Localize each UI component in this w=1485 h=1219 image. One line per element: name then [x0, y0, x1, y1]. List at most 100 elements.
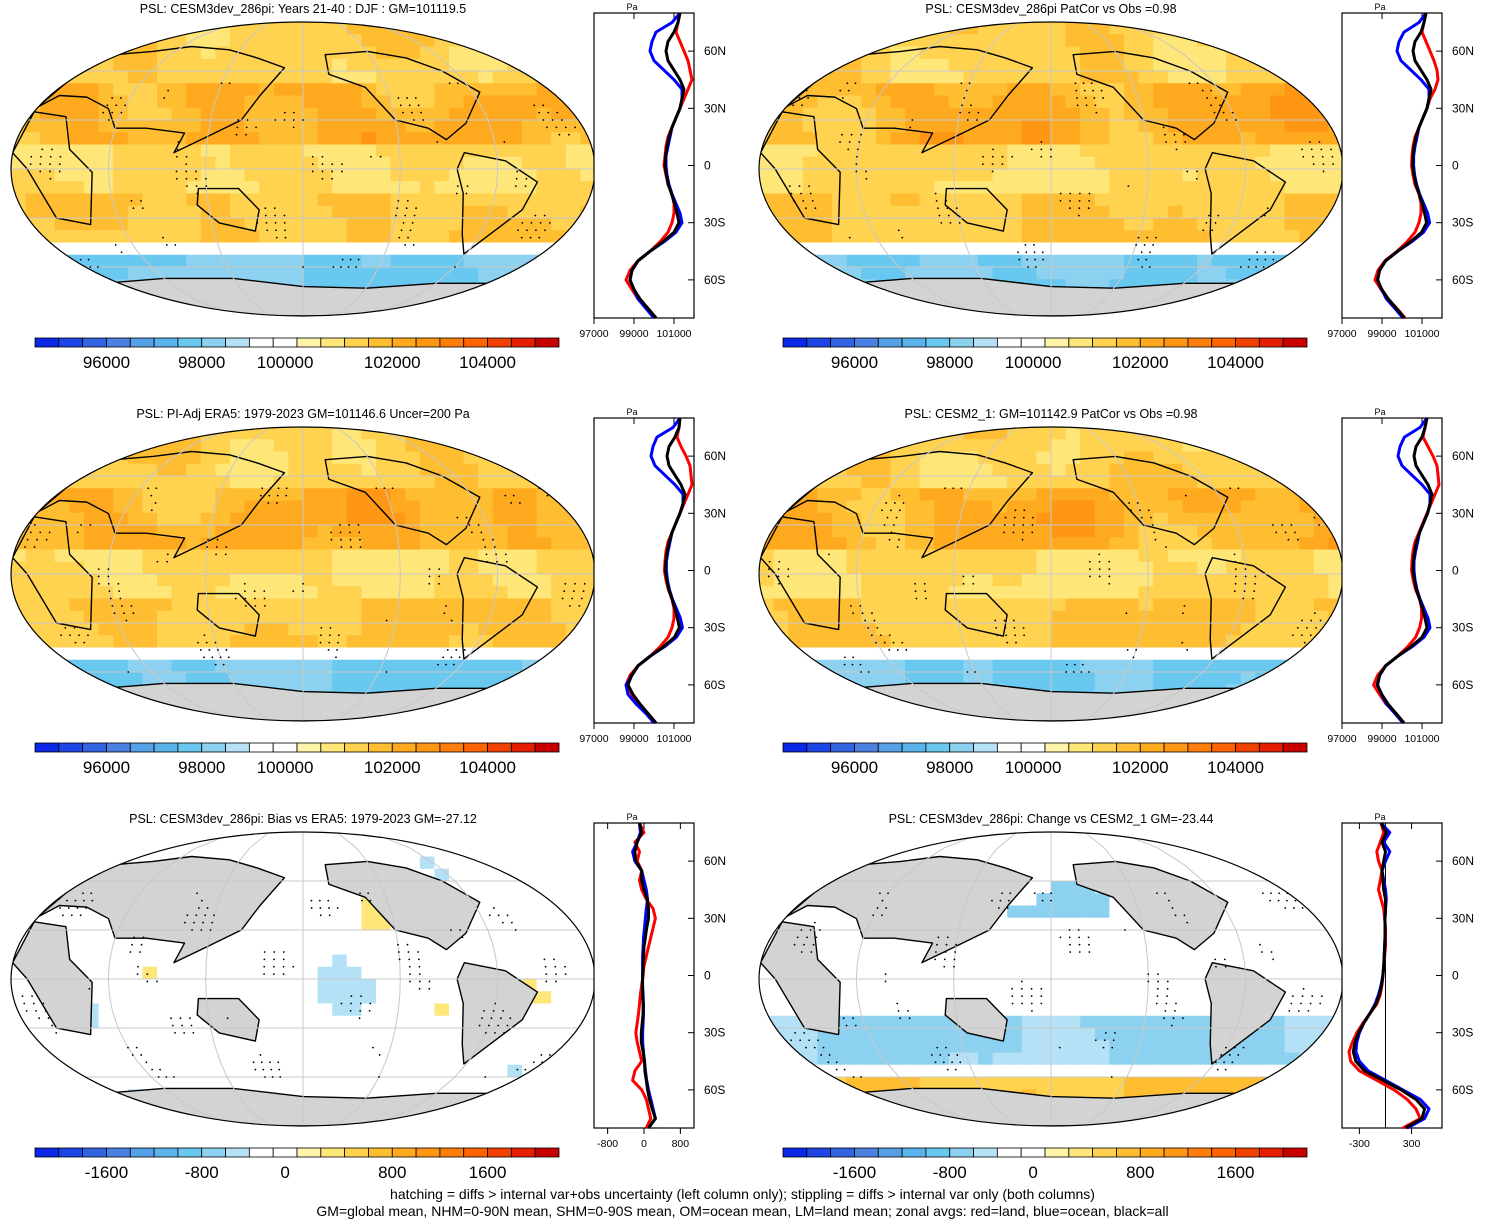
colorbar-swatch [950, 743, 974, 752]
colorbar-swatch [249, 743, 273, 752]
colorbar-tick-label: 102000 [364, 353, 421, 372]
colorbar-swatch [178, 743, 202, 752]
profile-y-tick-label: 30S [1452, 1026, 1473, 1040]
colorbar-swatch [35, 743, 59, 752]
profile-y-tick-label: 0 [1452, 969, 1459, 983]
colorbar-swatch [59, 743, 83, 752]
colorbar-tick-label: 800 [378, 1163, 406, 1182]
profile-y-tick-label: 60S [704, 1083, 725, 1097]
colorbar-tick-label: -1600 [85, 1163, 128, 1182]
colorbar-swatch [1069, 1148, 1093, 1157]
colorbar-swatch [974, 743, 998, 752]
colorbar-swatch [902, 1148, 926, 1157]
profile-x-tick-label: 99000 [1367, 733, 1396, 745]
colorbar-swatch [321, 743, 345, 752]
colorbar-swatch [783, 743, 807, 752]
colorbar-swatch [154, 338, 178, 347]
colorbar-swatch [1259, 743, 1283, 752]
colorbar-swatch [35, 338, 59, 347]
colorbar-swatch [368, 743, 392, 752]
colorbar-swatch [273, 743, 297, 752]
profile-unit: Pa [626, 2, 637, 12]
colorbar-swatch [130, 1148, 154, 1157]
colorbar-swatch [783, 338, 807, 347]
colorbar-swatch [1259, 338, 1283, 347]
colorbar-swatch [1093, 1148, 1117, 1157]
colorbar-tick-label: 0 [1028, 1163, 1037, 1182]
colorbar-swatch [35, 1148, 59, 1157]
profile-y-tick-label: 30N [1452, 506, 1474, 520]
colorbar-swatch [297, 1148, 321, 1157]
colorbar-swatch [831, 338, 855, 347]
colorbar-swatch [416, 338, 440, 347]
colorbar-swatch [1069, 338, 1093, 347]
profile-x-tick-label: -300 [1349, 1138, 1370, 1150]
colorbar-swatch [783, 1148, 807, 1157]
colorbar-swatch [392, 338, 416, 347]
colorbar-swatch [511, 743, 535, 752]
colorbar-swatch [202, 1148, 226, 1157]
colorbar-swatch [1116, 338, 1140, 347]
colorbar-tick-label: 104000 [1207, 758, 1264, 777]
profile-x-tick-label: 101000 [656, 733, 691, 745]
profile-y-tick-label: 30N [1452, 911, 1474, 925]
profile-y-tick-label: 60S [1452, 678, 1473, 692]
colorbar-tick-label: 100000 [257, 353, 314, 372]
colorbar-tick-label: 100000 [1005, 758, 1062, 777]
colorbar-tick-label: 0 [280, 1163, 289, 1182]
footer-line-2: GM=global mean, NHM=0-90N mean, SHM=0-90… [0, 1203, 1485, 1219]
profile-x-tick-label: 99000 [619, 733, 648, 745]
colorbar-swatch [464, 1148, 488, 1157]
colorbar-swatch [130, 338, 154, 347]
colorbar-tick-label: 96000 [831, 758, 878, 777]
colorbar-swatch [226, 1148, 250, 1157]
profile-x-tick-label: 300 [1403, 1138, 1421, 1150]
profile-x-tick-label: 99000 [619, 328, 648, 340]
colorbar-tick-label: 1600 [469, 1163, 507, 1182]
colorbar-swatch [83, 338, 107, 347]
colorbar-swatch [854, 338, 878, 347]
colorbar-swatch [1164, 338, 1188, 347]
colorbar-swatch [83, 1148, 107, 1157]
colorbar-tick-label: 104000 [459, 758, 516, 777]
colorbar-swatch [178, 338, 202, 347]
profile-unit: Pa [626, 407, 637, 417]
profile-y-tick-label: 0 [704, 969, 711, 983]
colorbar-swatch [1188, 1148, 1212, 1157]
colorbar-tick-label: 104000 [1207, 353, 1264, 372]
profile-x-tick-label: -800 [597, 1138, 618, 1150]
colorbar-swatch [1188, 338, 1212, 347]
profile-x-tick-label: 101000 [656, 328, 691, 340]
panel-title: PSL: CESM3dev_286pi: Bias vs ERA5: 1979-… [129, 812, 477, 826]
colorbar-swatch [950, 338, 974, 347]
profile-unit: Pa [1374, 407, 1385, 417]
map-panel-2: PSL: CESM3dev_286pi PatCor vs Obs =0.98 [759, 2, 1344, 317]
map-panel-3: PSL: PI-Adj ERA5: 1979-2023 GM=101146.6 … [11, 407, 596, 722]
colorbar-swatch [440, 743, 464, 752]
colorbar-tick-label: 100000 [1005, 353, 1062, 372]
colorbar-swatch [1093, 338, 1117, 347]
colorbar-swatch [997, 1148, 1021, 1157]
colorbar-swatch [226, 743, 250, 752]
colorbar-swatch [368, 1148, 392, 1157]
colorbar-swatch [488, 338, 512, 347]
colorbar-swatch [878, 338, 902, 347]
colorbar-swatch [926, 743, 950, 752]
colorbar-swatch [416, 743, 440, 752]
colorbar-swatch [926, 1148, 950, 1157]
colorbar-swatch [950, 1148, 974, 1157]
profile-y-tick-label: 0 [704, 159, 711, 173]
panel-title: PSL: CESM3dev_286pi: Change vs CESM2_1 G… [889, 812, 1214, 826]
colorbar-swatch [202, 338, 226, 347]
panel-title: PSL: CESM3dev_286pi: Years 21-40 : DJF :… [140, 2, 467, 16]
colorbar-swatch [511, 338, 535, 347]
map-panel-5: PSL: CESM3dev_286pi: Bias vs ERA5: 1979-… [11, 812, 596, 1127]
colorbar-swatch [488, 1148, 512, 1157]
colorbar-swatch [1283, 743, 1307, 752]
colorbar-swatch [83, 743, 107, 752]
map-panel-6: PSL: CESM3dev_286pi: Change vs CESM2_1 G… [759, 812, 1344, 1127]
profile-y-tick-label: 30N [704, 101, 726, 115]
